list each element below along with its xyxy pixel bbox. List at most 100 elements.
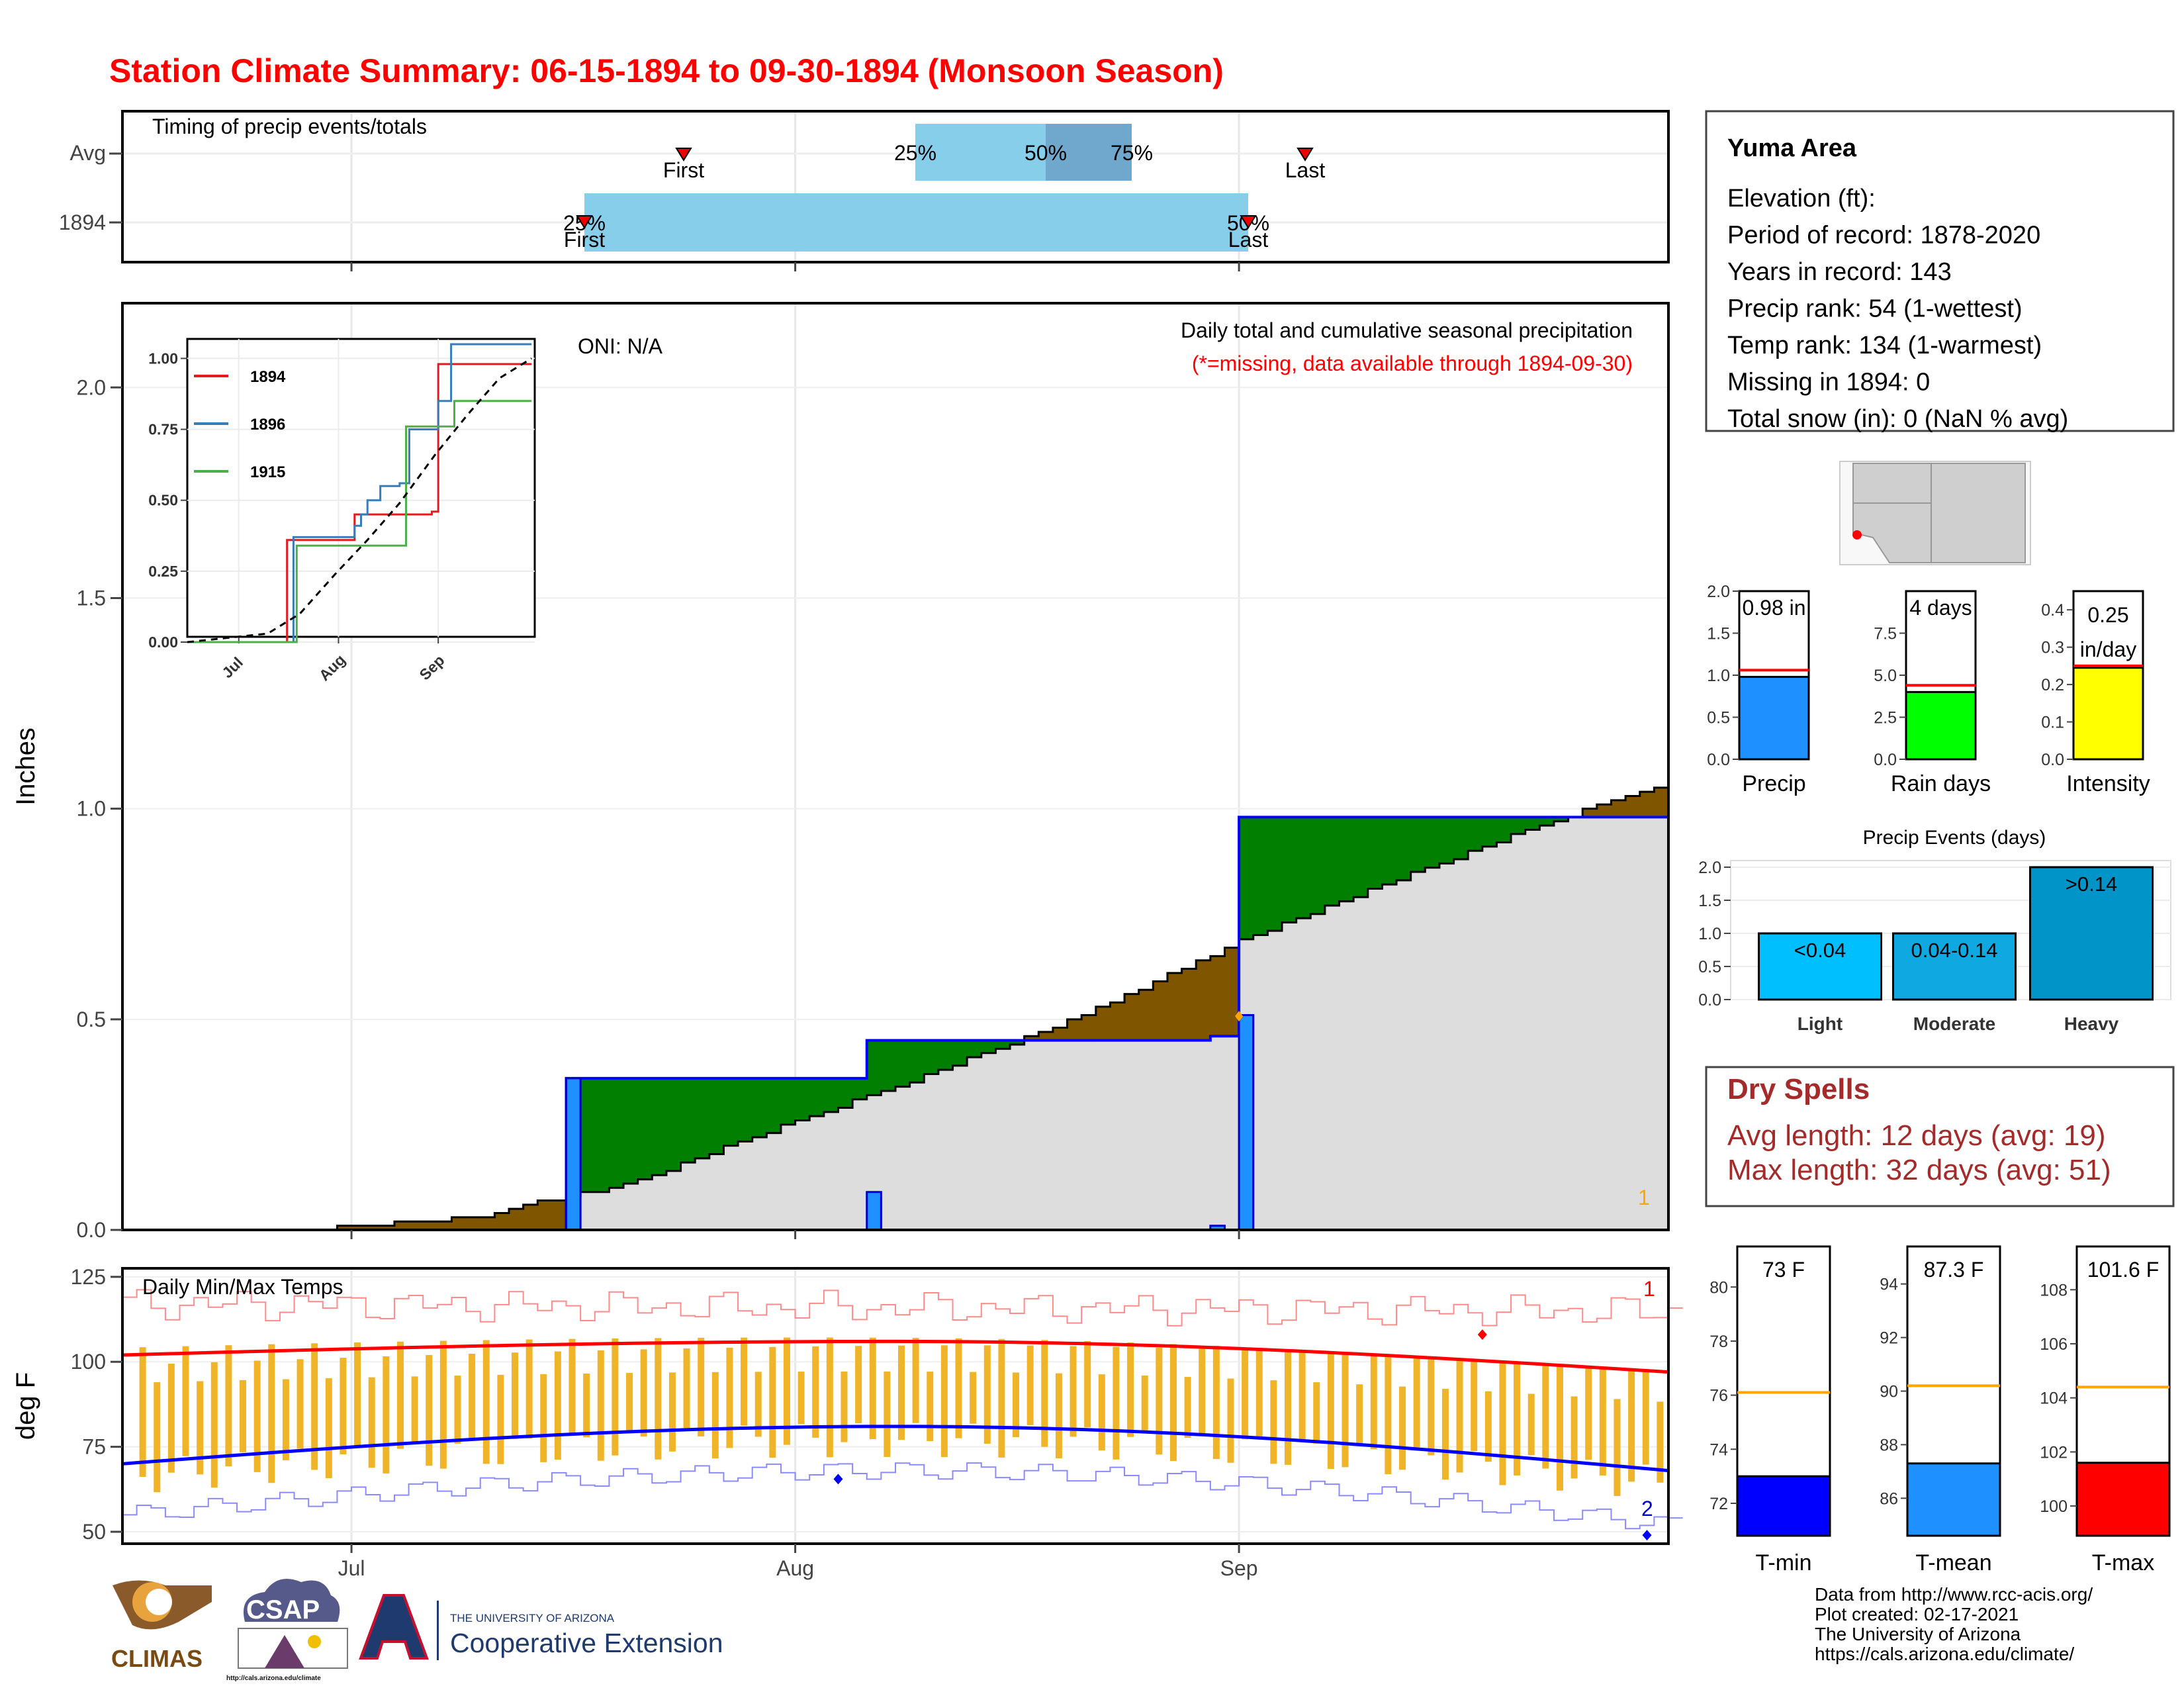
avg-cumulative-area — [1110, 1040, 1125, 1230]
daily-temp-range-bar — [1285, 1351, 1291, 1465]
daily-temp-range-bar — [569, 1338, 576, 1435]
avg-cumulative-area — [1382, 884, 1397, 1230]
temp-bar-ytick: 80 — [1709, 1278, 1728, 1297]
mini-bar-ytick: 0.5 — [1707, 709, 1730, 727]
daily-temp-range-bar — [1556, 1365, 1563, 1491]
avg-cumulative-area — [881, 1091, 896, 1230]
avg-cumulative-area — [1611, 817, 1626, 1230]
above-average-area — [809, 1078, 825, 1117]
events-bar-label: 0.04-0.14 — [1911, 939, 1998, 962]
daily-temp-range-bar — [869, 1337, 876, 1440]
avg-cumulative-area — [1396, 880, 1412, 1230]
timing-avg-p50: 50% — [1024, 141, 1067, 165]
below-average-area — [365, 1225, 381, 1230]
daily-temp-range-bar — [683, 1348, 690, 1429]
daily-temp-range-bar — [855, 1346, 862, 1423]
daily-temp-range-bar — [540, 1374, 547, 1462]
daily-temp-range-bar — [426, 1354, 433, 1466]
daily-precip-bar — [565, 1077, 582, 1231]
inset-ytick: 1.00 — [148, 350, 178, 367]
daily-temp-range-bar — [282, 1379, 289, 1460]
daily-temp-range-bar — [1127, 1342, 1134, 1437]
daily-temp-range-bar — [797, 1372, 805, 1425]
daily-precip-bar — [1238, 1013, 1255, 1231]
daily-temp-range-bar — [698, 1337, 705, 1436]
daily-temp-range-bar — [383, 1356, 390, 1474]
daily-temp-range-bar — [1227, 1378, 1234, 1463]
avg-cumulative-area — [1267, 931, 1283, 1230]
avg-cumulative-area — [1468, 851, 1483, 1230]
precip-ytick: 2.0 — [77, 375, 106, 399]
avg-cumulative-area — [1453, 859, 1469, 1230]
daily-temp-range-bar — [812, 1346, 819, 1438]
above-average-area — [1353, 817, 1369, 898]
mini-bar-intensity: 0.0 0.1 0.2 0.3 0.4 0.25 in/day Intensity — [2041, 590, 2150, 796]
below-average-area — [551, 1200, 567, 1230]
daily-temp-range-bar — [354, 1342, 361, 1446]
temp-bar-value-text: 87.3 F — [1924, 1258, 1984, 1282]
avg-cumulative-area — [795, 1120, 810, 1230]
timing-panel: Timing of precip events/totals Avg 1894 … — [59, 110, 1670, 271]
mini-bar-ytick: 1.0 — [1707, 667, 1730, 685]
avg-cumulative-area — [1654, 817, 1669, 1230]
below-average-area — [1038, 1031, 1054, 1041]
temp-ylabel: deg F — [11, 1372, 40, 1440]
below-average-area — [1052, 1027, 1068, 1041]
above-average-area — [909, 1040, 925, 1083]
daily-temp-range-bar — [268, 1344, 275, 1483]
avg-max-temp-line — [122, 1339, 1669, 1374]
daily-temp-range-bar — [1313, 1382, 1320, 1444]
below-average-area — [451, 1217, 467, 1230]
avg-cumulative-area — [609, 1188, 624, 1230]
record-max-marker — [1477, 1329, 1487, 1340]
daily-temp-range-bar — [1156, 1347, 1163, 1455]
avg-cumulative-area — [838, 1107, 853, 1230]
inset-legend-label: 1896 — [250, 416, 285, 434]
avg-cumulative-area — [1439, 863, 1455, 1230]
below-average-area — [1196, 960, 1211, 1041]
temp-bar-value-text: 73 F — [1762, 1258, 1805, 1282]
timing-avg-last-label: Last — [1285, 158, 1326, 182]
mini-bar-value — [1905, 690, 1977, 761]
mini-bar-label: Intensity — [2066, 771, 2150, 796]
below-average-area — [1110, 1002, 1125, 1041]
above-average-area — [780, 1078, 796, 1125]
daily-temp-range-bar — [1428, 1357, 1435, 1456]
above-average-area — [895, 1040, 911, 1087]
mini-bar-ytick: 7.5 — [1874, 625, 1897, 643]
above-average-area — [738, 1078, 753, 1142]
above-average-area — [1525, 817, 1540, 830]
avg-cumulative-area — [895, 1086, 911, 1230]
avg-cumulative-area — [1253, 935, 1268, 1230]
daily-precip-bar — [866, 1191, 882, 1231]
temp-xtick: Sep — [1220, 1556, 1258, 1580]
temp-bar-t-mean: 86 88 90 92 94 87.3 F T-mean — [1880, 1245, 2001, 1575]
temp-bar-ytick: 92 — [1880, 1329, 1898, 1348]
footer-logos: CLIMAS CSAP http://cals.arizona.edu/clim… — [111, 1579, 723, 1682]
arizona-a-icon — [359, 1594, 429, 1660]
avg-cumulative-area — [967, 1057, 982, 1230]
temp-bar-value — [1736, 1475, 1831, 1537]
daily-temp-range-bar — [1327, 1353, 1334, 1470]
daily-temp-range-bar — [1370, 1355, 1377, 1450]
avg-cumulative-area — [1095, 1040, 1111, 1230]
daily-temp-range-bar — [482, 1340, 490, 1464]
daily-temp-range-bar — [1527, 1393, 1535, 1456]
avg-cumulative-area — [1582, 817, 1598, 1230]
mini-bar-value-text: 0.98 in — [1742, 596, 1805, 620]
daily-temp-range-bar — [1413, 1357, 1420, 1448]
events-category: Light — [1797, 1013, 1843, 1034]
mini-bar-value-text: 4 days — [1909, 596, 1972, 620]
timing-avg-band-25-50 — [915, 124, 1046, 181]
mini-bar-value-text: 0.25 — [2087, 603, 2128, 627]
below-average-area — [1654, 787, 1669, 818]
temp-bar-ytick: 90 — [1880, 1383, 1898, 1401]
daily-temp-range-bar — [741, 1337, 748, 1426]
above-average-area — [652, 1078, 667, 1176]
above-average-area — [1310, 817, 1326, 914]
daily-temp-range-bar — [1542, 1363, 1549, 1469]
timing-obs-last-marker — [1240, 215, 1257, 229]
avg-cumulative-area — [1353, 897, 1369, 1230]
events-bar-light — [1758, 932, 1882, 1001]
